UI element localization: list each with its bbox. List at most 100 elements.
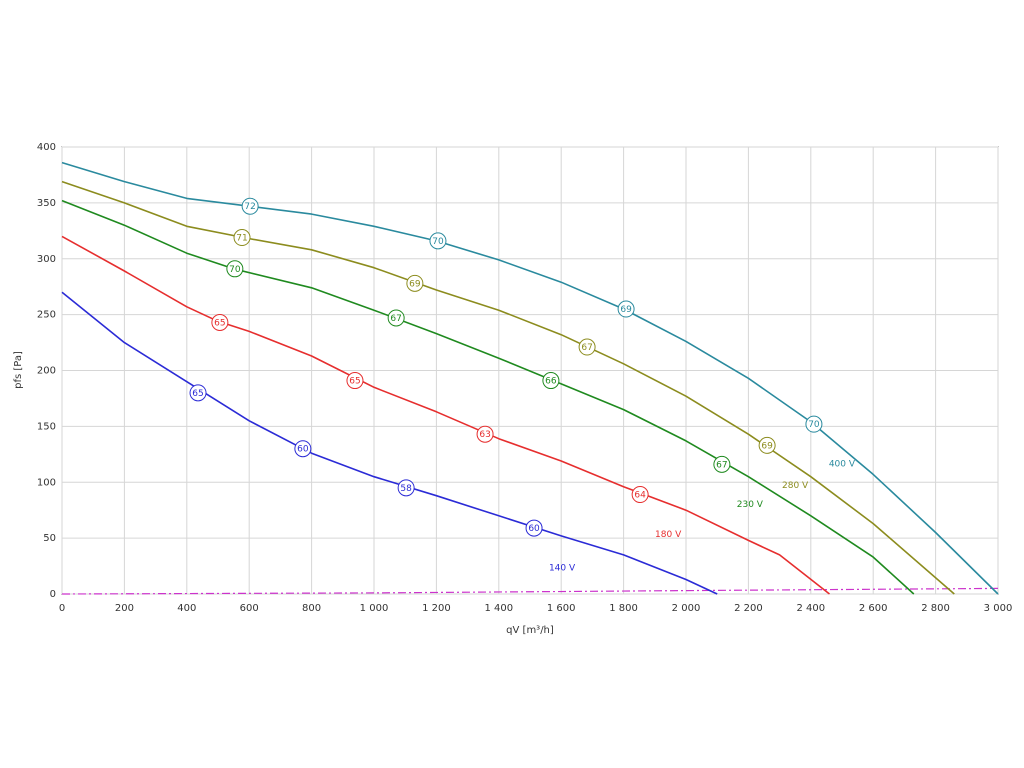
- x-tick-label: 1 000: [360, 603, 389, 614]
- x-tick-label: 400: [177, 603, 196, 614]
- marker-label: 70: [808, 420, 820, 430]
- x-tick-label: 2 000: [672, 603, 701, 614]
- point-marker: 71: [233, 229, 251, 247]
- marker-circle: [406, 274, 424, 292]
- y-tick-label: 400: [37, 142, 56, 153]
- point-marker: 67: [578, 338, 596, 356]
- marker-label: 70: [229, 265, 241, 275]
- point-marker: 58: [397, 479, 415, 497]
- y-tick-label: 100: [37, 477, 56, 488]
- marker-circle: [226, 260, 244, 278]
- y-tick-label: 300: [37, 254, 56, 265]
- point-marker: 69: [406, 274, 424, 292]
- x-tick-label: 1 200: [422, 603, 451, 614]
- marker-circle: [805, 415, 823, 433]
- x-tick-label: 0: [59, 603, 65, 614]
- x-tick-label: 2 400: [796, 603, 825, 614]
- point-marker: 63: [476, 425, 494, 443]
- reference-line: [61, 587, 999, 595]
- marker-circle: [429, 232, 447, 250]
- x-tick-label: 2 200: [734, 603, 763, 614]
- x-tick-label: 1 800: [609, 603, 638, 614]
- y-tick-label: 150: [37, 421, 56, 432]
- y-tick-label: 200: [37, 366, 56, 377]
- x-tick-label: 200: [115, 603, 134, 614]
- marker-circle: [387, 309, 405, 327]
- marker-circle: [397, 479, 415, 497]
- x-tick-label: 2 800: [921, 603, 950, 614]
- point-marker: 72: [241, 197, 259, 215]
- marker-circle: [476, 425, 494, 443]
- point-marker: 64: [631, 486, 649, 504]
- y-tick-label: 0: [50, 589, 56, 600]
- marker-label: 65: [192, 389, 203, 399]
- x-tick-label: 600: [240, 603, 259, 614]
- marker-label: 72: [244, 202, 255, 212]
- x-tick-label: 2 600: [859, 603, 888, 614]
- point-marker: 70: [226, 260, 244, 278]
- point-marker: 67: [713, 455, 731, 473]
- marker-label: 69: [761, 441, 773, 451]
- marker-circle: [631, 486, 649, 504]
- point-marker: 69: [617, 300, 635, 318]
- marker-label: 60: [297, 445, 309, 455]
- marker-label: 69: [620, 305, 632, 315]
- point-marker: 66: [542, 372, 560, 390]
- marker-label: 70: [432, 237, 444, 247]
- marker-circle: [578, 338, 596, 356]
- x-tick-label: 1 600: [547, 603, 576, 614]
- marker-circle: [346, 372, 364, 390]
- x-axis-label: qV [m³/h]: [506, 625, 554, 636]
- point-marker: 65: [211, 313, 229, 331]
- y-axis-label: pfs [Pa]: [13, 351, 24, 389]
- marker-label: 58: [400, 484, 412, 494]
- y-tick-label: 350: [37, 198, 56, 209]
- marker-circle: [525, 519, 543, 537]
- marker-label: 67: [716, 460, 727, 470]
- marker-label: 63: [479, 430, 490, 440]
- marker-label: 69: [409, 279, 421, 289]
- series-label: 280 V: [782, 481, 809, 491]
- series-line: [61, 235, 830, 595]
- point-marker: 70: [805, 415, 823, 433]
- series-label: 180 V: [655, 530, 682, 540]
- point-marker: 60: [525, 519, 543, 537]
- y-tick-label: 50: [43, 533, 56, 544]
- marker-label: 66: [545, 377, 557, 387]
- series-line: [61, 161, 999, 595]
- marker-label: 64: [634, 491, 646, 501]
- marker-circle: [294, 440, 312, 458]
- series-line: [61, 291, 718, 595]
- marker-circle: [189, 384, 207, 402]
- x-tick-label: 3 000: [984, 603, 1013, 614]
- marker-label: 67: [581, 343, 592, 353]
- point-marker: 65: [189, 384, 207, 402]
- marker-circle: [713, 455, 731, 473]
- y-tick-label: 250: [37, 310, 56, 321]
- x-tick-label: 1 400: [484, 603, 513, 614]
- marker-circle: [233, 229, 251, 247]
- marker-label: 60: [528, 524, 540, 534]
- point-marker: 67: [387, 309, 405, 327]
- marker-label: 67: [390, 314, 401, 324]
- point-marker: 69: [758, 436, 776, 454]
- point-marker: 65: [346, 372, 364, 390]
- marker-label: 65: [349, 377, 360, 387]
- marker-circle: [758, 436, 776, 454]
- x-tick-label: 800: [302, 603, 321, 614]
- series-line: [61, 199, 915, 595]
- series-label: 140 V: [549, 564, 576, 574]
- series-label: 230 V: [737, 500, 764, 510]
- marker-label: 71: [236, 234, 247, 244]
- marker-circle: [542, 372, 560, 390]
- series-label: 400 V: [829, 460, 856, 470]
- point-marker: 70: [429, 232, 447, 250]
- marker-circle: [241, 197, 259, 215]
- marker-circle: [211, 313, 229, 331]
- marker-circle: [617, 300, 635, 318]
- point-marker: 60: [294, 440, 312, 458]
- marker-label: 65: [214, 318, 225, 328]
- series-line: [61, 180, 955, 595]
